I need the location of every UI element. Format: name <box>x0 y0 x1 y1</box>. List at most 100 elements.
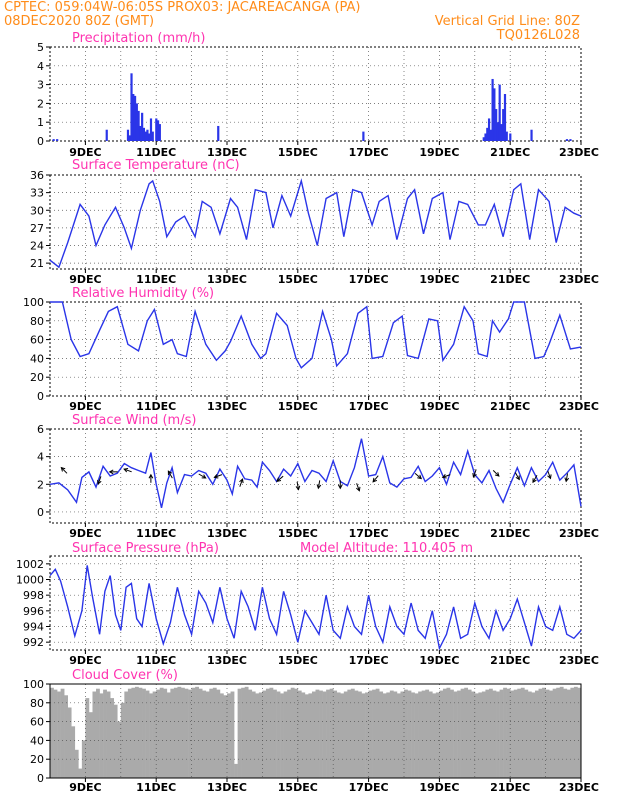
wind-arrow-head <box>472 472 477 478</box>
wind-arrow-head <box>547 474 552 480</box>
x-tick-label: 19DEC <box>419 273 459 286</box>
x-tick-label: 17DEC <box>349 781 389 794</box>
cloud-bar <box>421 690 426 778</box>
cloud-bar <box>563 688 568 778</box>
precip-bar <box>482 137 485 141</box>
cloud-bar <box>372 689 376 778</box>
cloud-bar <box>538 688 543 778</box>
wind-arrow-shaft <box>214 474 223 478</box>
cloud-bar <box>393 691 398 778</box>
x-tick-label: 23DEC <box>559 781 599 794</box>
y-tick-label: 21 <box>30 257 44 270</box>
wind-arrow-head <box>295 485 301 491</box>
cloud-bar <box>549 690 553 778</box>
precip-bar <box>135 103 138 141</box>
chart-header: CPTEC: 059:04W-06:05S PROX03: JACAREACAN… <box>0 0 618 45</box>
cloud-bar <box>234 763 238 778</box>
precip-bar <box>148 133 151 141</box>
cloud-bar <box>361 693 366 778</box>
cloud-bar <box>365 692 369 778</box>
wind-arrow <box>239 478 244 487</box>
wind-arrow <box>213 474 223 479</box>
cloud-bar <box>503 687 507 778</box>
y-tick-label: 4 <box>37 60 44 73</box>
cloud-bar <box>67 707 72 778</box>
cloud-bar <box>481 691 486 778</box>
wind-arrow-shaft <box>276 475 284 482</box>
y-tick-label: 27 <box>30 222 44 235</box>
x-tick-label: 19DEC <box>419 527 459 540</box>
cloud-bar <box>552 688 557 778</box>
cloud-bar <box>379 691 384 778</box>
x-tick-label: 17DEC <box>349 654 389 667</box>
x-tick-label: 21DEC <box>490 527 530 540</box>
y-tick-label: 992 <box>23 636 44 649</box>
cloud-bar <box>418 691 422 778</box>
cloud-bar <box>478 692 483 778</box>
precip-bar <box>141 112 144 141</box>
cloud-bar <box>290 687 295 778</box>
cloud-bar <box>513 689 518 778</box>
cloud-bar <box>159 687 164 778</box>
cloud-bar <box>354 690 359 778</box>
precip-bar <box>126 129 130 141</box>
precip-bar <box>362 131 365 141</box>
precip-bar <box>496 122 500 141</box>
x-tick-label: 13DEC <box>207 273 247 286</box>
wind-arrow <box>547 470 552 480</box>
y-tick-label: 0 <box>37 506 44 519</box>
cloud-bar <box>439 690 444 778</box>
cloud-bar <box>573 686 578 778</box>
plot-border <box>49 683 582 779</box>
precip-bar <box>530 129 533 141</box>
y-tick-label: 0 <box>37 772 44 785</box>
precip-bar <box>500 124 503 141</box>
x-tick-label: 23DEC <box>559 146 599 159</box>
cloud-bar <box>237 688 242 778</box>
y-tick-label: 100 <box>23 678 44 691</box>
wind-arrow-head <box>167 470 173 476</box>
cloud-bar <box>326 689 330 778</box>
cloud-bar <box>442 688 447 778</box>
wind-arrow-head <box>316 484 322 490</box>
cloud-bar <box>50 687 54 778</box>
cloud-bar <box>474 693 479 778</box>
cloud-bar <box>202 690 207 778</box>
wind-arrow <box>441 474 451 479</box>
cloud-bar <box>131 687 136 778</box>
cloud-bar <box>287 689 292 778</box>
y-tick-label: 1002 <box>16 558 44 571</box>
station-info: CPTEC: 059:04W-06:05S PROX03: JACAREACAN… <box>4 0 361 15</box>
cloud-bar <box>545 689 550 778</box>
panel-title: Cloud Cover (%) <box>72 668 178 683</box>
wind-arrow <box>532 475 538 484</box>
cloud-bar <box>276 691 281 778</box>
cloud-bar <box>485 689 490 778</box>
cloud-bar <box>60 688 65 778</box>
precip-bar <box>105 129 108 141</box>
cloud-bar <box>96 688 100 778</box>
cloud-bar <box>269 687 274 778</box>
wind-arrow-shaft <box>442 474 451 478</box>
precip-bar <box>146 129 149 141</box>
plot-frame <box>49 428 582 524</box>
cloud-bar <box>467 689 472 778</box>
cloud-bar <box>375 688 380 778</box>
y-tick-label: 36 <box>30 169 44 182</box>
vertical-grid-info: Vertical Grid Line: 80Z <box>434 14 580 29</box>
relative-humidity-panel: 0 20 40 60 80 100 9DEC 11DEC 13DEC 15DEC 17DEC 19DE… <box>23 286 599 413</box>
wind-arrow-shaft <box>239 478 243 487</box>
x-tick-label: 9DEC <box>69 654 101 667</box>
cloud-bar <box>382 693 387 778</box>
y-tick-label: 30 <box>30 204 44 217</box>
wind-arrow <box>108 469 118 475</box>
y-tick-label: 6 <box>37 423 44 436</box>
cloud-bar <box>219 693 224 778</box>
panel-annotation: Model Altitude: 110.405 m <box>300 541 473 556</box>
x-tick-label: 23DEC <box>559 527 599 540</box>
cloud-bar <box>304 694 309 778</box>
y-tick-label: 1 <box>37 116 44 129</box>
precip-bar <box>486 127 489 141</box>
y-tick-label: 60 <box>30 716 44 729</box>
cloud-bar <box>205 691 210 778</box>
